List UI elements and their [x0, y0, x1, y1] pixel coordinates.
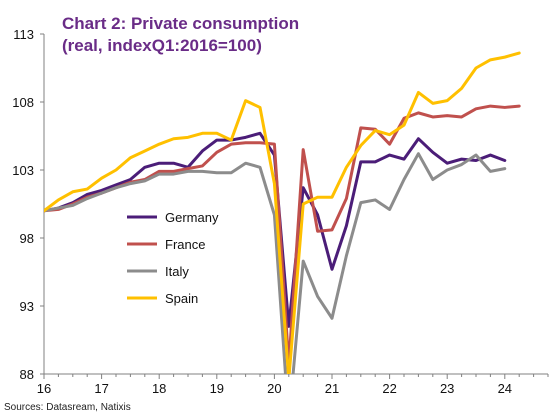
chart-title: Chart 2: Private consumption (real, inde… [62, 13, 362, 57]
x-tick-label: 20 [267, 381, 281, 396]
y-tick-label: 93 [20, 299, 34, 314]
y-tick-label: 88 [20, 367, 34, 382]
x-tick-label: 24 [498, 381, 512, 396]
legend: Germany France Italy Spain [127, 210, 219, 306]
legend-label-spain: Spain [165, 291, 198, 306]
chart-title-line1: Chart 2: Private consumption [62, 14, 300, 33]
legend-label-france: France [165, 237, 205, 252]
legend-label-italy: Italy [165, 264, 189, 279]
chart-title-line2: (real, indexQ1:2016=100) [62, 36, 262, 55]
x-tick-label: 16 [37, 381, 51, 396]
axes: 88 93 98 103 108 113 16 17 18 19 20 21 22 23 24 [12, 27, 549, 396]
x-tick-label: 22 [382, 381, 396, 396]
x-tick-label: 19 [210, 381, 224, 396]
x-tick-label: 21 [325, 381, 339, 396]
y-tick-label: 113 [13, 27, 34, 42]
series-layer [44, 51, 521, 374]
series-line-spain [44, 51, 521, 374]
series-line-italy [44, 152, 507, 374]
legend-label-germany: Germany [165, 210, 219, 225]
source-note: Sources: Datasream, Natixis [4, 402, 131, 413]
x-tick-label: 23 [440, 381, 454, 396]
y-tick-label: 103 [12, 163, 34, 178]
y-tick-label: 108 [12, 95, 34, 110]
y-tick-label: 98 [20, 231, 34, 246]
x-tick-label: 17 [94, 381, 108, 396]
x-tick-label: 18 [152, 381, 166, 396]
